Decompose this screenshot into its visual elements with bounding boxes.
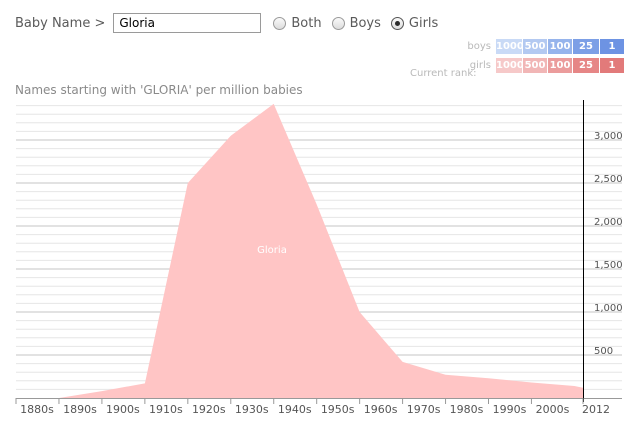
radio-both[interactable]: Both xyxy=(273,15,322,31)
y-tick-label: 500 xyxy=(594,346,613,357)
girls-rank-cell[interactable]: 100 xyxy=(548,58,572,73)
radio-girls-label: Girls xyxy=(408,15,439,31)
current-rank-label: Current rank: xyxy=(410,68,477,79)
y-tick-label: 2,500 xyxy=(594,174,623,185)
x-tick-label: 1970s xyxy=(407,403,441,416)
series-area[interactable] xyxy=(16,103,583,399)
girls-rank-cell[interactable]: 25 xyxy=(573,58,599,73)
x-tick-label: 1990s xyxy=(493,403,527,416)
radio-boys[interactable]: Boys xyxy=(331,15,381,31)
chart-labels: Gloria 1880s 1890s 1900s 1910s 1920s 1930s 1940… xyxy=(20,131,623,416)
girls-legend-label: girls xyxy=(469,60,491,71)
x-tick-label: 1880s xyxy=(20,403,54,416)
x-tick-label: 1950s xyxy=(321,403,355,416)
boys-rank-cell[interactable]: 500 xyxy=(523,39,547,54)
rank-legend: boys 1000 500 100 25 1 girls 1000 500 10… xyxy=(467,38,624,76)
y-tick-label: 3,000 xyxy=(594,131,623,142)
boys-rank-cell[interactable]: 100 xyxy=(548,39,572,54)
y-tick-label: 1,500 xyxy=(594,260,623,271)
name-input[interactable] xyxy=(113,13,262,33)
radio-boys-circle[interactable] xyxy=(331,16,345,30)
x-tick-label: 2012 xyxy=(582,403,610,416)
baby-name-label: Baby Name > xyxy=(15,15,106,31)
x-tick-label: 1930s xyxy=(235,403,269,416)
x-tick-label: 2000s xyxy=(536,403,570,416)
boys-rank-cell[interactable]: 1000 xyxy=(496,39,524,54)
x-tick-label: 1900s xyxy=(106,403,140,416)
girls-rank-cell[interactable]: 500 xyxy=(523,58,547,73)
series-areas[interactable] xyxy=(16,103,583,399)
boys-rank-cell[interactable]: 25 xyxy=(573,39,599,54)
radio-boys-label: Boys xyxy=(349,15,381,31)
axes xyxy=(15,100,622,404)
radio-both-circle[interactable] xyxy=(273,16,287,30)
chart-subtitle: Names starting with 'GLORIA' per million… xyxy=(15,83,303,97)
boys-legend-label: boys xyxy=(467,41,491,52)
girls-legend-row: girls 1000 500 100 25 1 xyxy=(467,57,624,74)
girls-rank-cell[interactable]: 1 xyxy=(600,58,624,73)
girls-rank-cell[interactable]: 1000 xyxy=(496,58,524,73)
x-tick-label: 1890s xyxy=(63,403,97,416)
y-tick-label: 2,000 xyxy=(594,217,623,228)
radio-both-label: Both xyxy=(291,15,322,31)
radio-girls-circle[interactable] xyxy=(390,16,404,30)
controls-bar: Baby Name > Both Boys Girls xyxy=(15,11,448,35)
x-tick-label: 1960s xyxy=(364,403,398,416)
boys-rank-cell[interactable]: 1 xyxy=(600,39,624,54)
x-tick-label: 1920s xyxy=(192,403,226,416)
x-tick-label: 1910s xyxy=(149,403,183,416)
boys-legend-row: boys 1000 500 100 25 1 xyxy=(467,38,624,55)
x-tick-label: 1940s xyxy=(278,403,312,416)
radio-girls[interactable]: Girls xyxy=(390,15,439,31)
x-tick-label: 1980s xyxy=(450,403,484,416)
series-label: Gloria xyxy=(257,245,287,256)
y-tick-label: 1,000 xyxy=(594,303,623,314)
